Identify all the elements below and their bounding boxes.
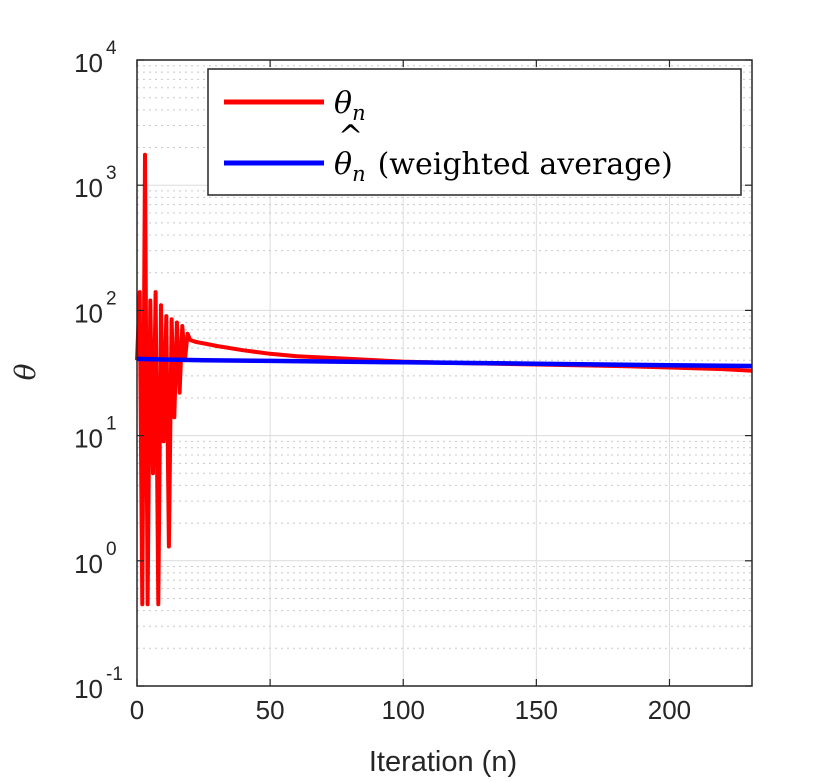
legend-box [207,68,742,196]
legend-label-theta: θn [334,86,366,125]
x-tick-label: 50 [256,695,285,725]
y-tick-label: 10 [74,549,103,579]
y-tick-exponent: 2 [106,288,117,309]
axes-box [136,59,753,687]
y-tick-label: 10 [74,298,103,328]
y-axis-title: θ [9,363,42,380]
y-tick-exponent: -1 [106,664,123,685]
legend: θn ^ θn (weighted average) [207,68,742,196]
legend-theta-symbol: θ [334,86,352,121]
y-tick-label: 10 [74,674,103,704]
y-tick-exponent: 3 [106,163,117,184]
x-tick-label: 0 [130,695,144,725]
y-tick-exponent: 1 [106,414,117,435]
x-axis-title: Iteration (n) [369,746,517,778]
legend-hat-accent: ^ [338,119,363,154]
y-tick-label: 10 [74,173,103,203]
y-tick-exponent: 0 [106,539,117,560]
y-tick-label: 10 [74,424,103,454]
x-tick-label: 150 [515,695,558,725]
legend-theta-hat-subscript: n [352,162,366,186]
x-tick-label: 200 [648,695,691,725]
legend-label-weighted-average: θn (weighted average) [334,147,673,186]
axes [136,59,753,687]
legend-theta-subscript: n [352,101,366,125]
y-tick-label: 10 [74,48,103,78]
legend-weighted-average-text: (weighted average) [378,147,673,182]
y-tick-exponent: 4 [106,38,117,59]
legend-theta-hat-symbol: θ [334,147,352,182]
x-tick-label: 100 [382,695,425,725]
